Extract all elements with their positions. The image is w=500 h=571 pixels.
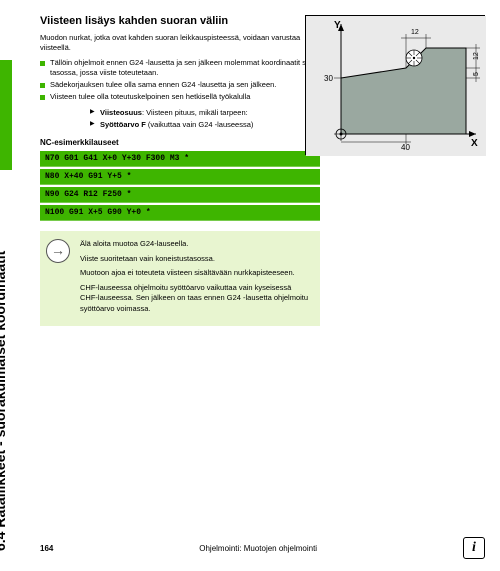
note-text: CHF-lauseessa ohjelmoitu syöttöarvo vaik… (80, 283, 310, 315)
note-text: Älä aloita muotoa G24-lauseella. (80, 239, 310, 250)
section-tab (0, 60, 12, 170)
bullet-item: Sädekorjauksen tulee olla sama ennen G24… (40, 80, 320, 90)
y-axis-label: Y (334, 20, 341, 31)
note-box: Älä aloita muotoa G24-lauseella. Viiste … (40, 231, 320, 326)
sidebar: 6.4 Rataliikkeet - suorakulmaiset koordi… (0, 0, 30, 571)
arrow-icon (46, 239, 70, 263)
note-text: Viiste suoritetaan vain koneistustasossa… (80, 254, 310, 265)
x-axis-label: X (471, 138, 478, 149)
dim-label: 12 (411, 29, 419, 36)
sub-bullet-list: Viisteosuus: Viisteen pituus, mikäli tar… (90, 108, 320, 130)
page-heading: Viisteen lisäys kahden suoran väliin (40, 15, 320, 27)
code-line: N100 G91 X+5 G90 Y+0 * (40, 205, 320, 221)
svg-text:5: 5 (473, 72, 480, 76)
page-footer: 164 Ohjelmointi: Muotojen ohjelmointi i (40, 537, 485, 559)
note-text: Muotoon ajoa ei toteuteta viisteen sisäl… (80, 268, 310, 279)
code-heading: NC-esimerkkilauseet (40, 138, 320, 147)
page-number: 164 (40, 544, 53, 553)
bullet-item: Viisteen tulee olla toteutuskelpoinen se… (40, 92, 320, 102)
technical-diagram: 12 12 5 30 40 (305, 15, 485, 155)
code-line: N90 G24 R12 F250 * (40, 187, 320, 203)
code-block: N70 G01 G41 X+0 Y+30 F300 M3 * N80 X+40 … (40, 151, 320, 221)
info-icon: i (463, 537, 485, 559)
code-line: N80 X+40 G91 Y+5 * (40, 169, 320, 185)
code-line: N70 G01 G41 X+0 Y+30 F300 M3 * (40, 151, 320, 167)
sidebar-title: 6.4 Rataliikkeet - suorakulmaiset koordi… (0, 251, 8, 551)
sub-bullet-item: Viisteosuus: Viisteen pituus, mikäli tar… (90, 108, 320, 118)
sub-bullet-item: Syöttöarvo F (vaikuttaa vain G24 -lausee… (90, 120, 320, 130)
axis-value: 30 (324, 74, 333, 83)
axis-value: 40 (401, 143, 410, 152)
intro-paragraph: Muodon nurkat, jotka ovat kahden suoran … (40, 33, 320, 53)
footer-text: Ohjelmointi: Muotojen ohjelmointi (199, 544, 317, 553)
bullet-list: Tällöin ohjelmoit ennen G24 -lausetta ja… (40, 58, 320, 103)
svg-text:12: 12 (473, 52, 480, 60)
main-content: Viisteen lisäys kahden suoran väliin Muo… (30, 0, 500, 571)
bullet-item: Tällöin ohjelmoit ennen G24 -lausetta ja… (40, 58, 320, 78)
diagram-container: 12 12 5 30 40 (305, 15, 485, 155)
